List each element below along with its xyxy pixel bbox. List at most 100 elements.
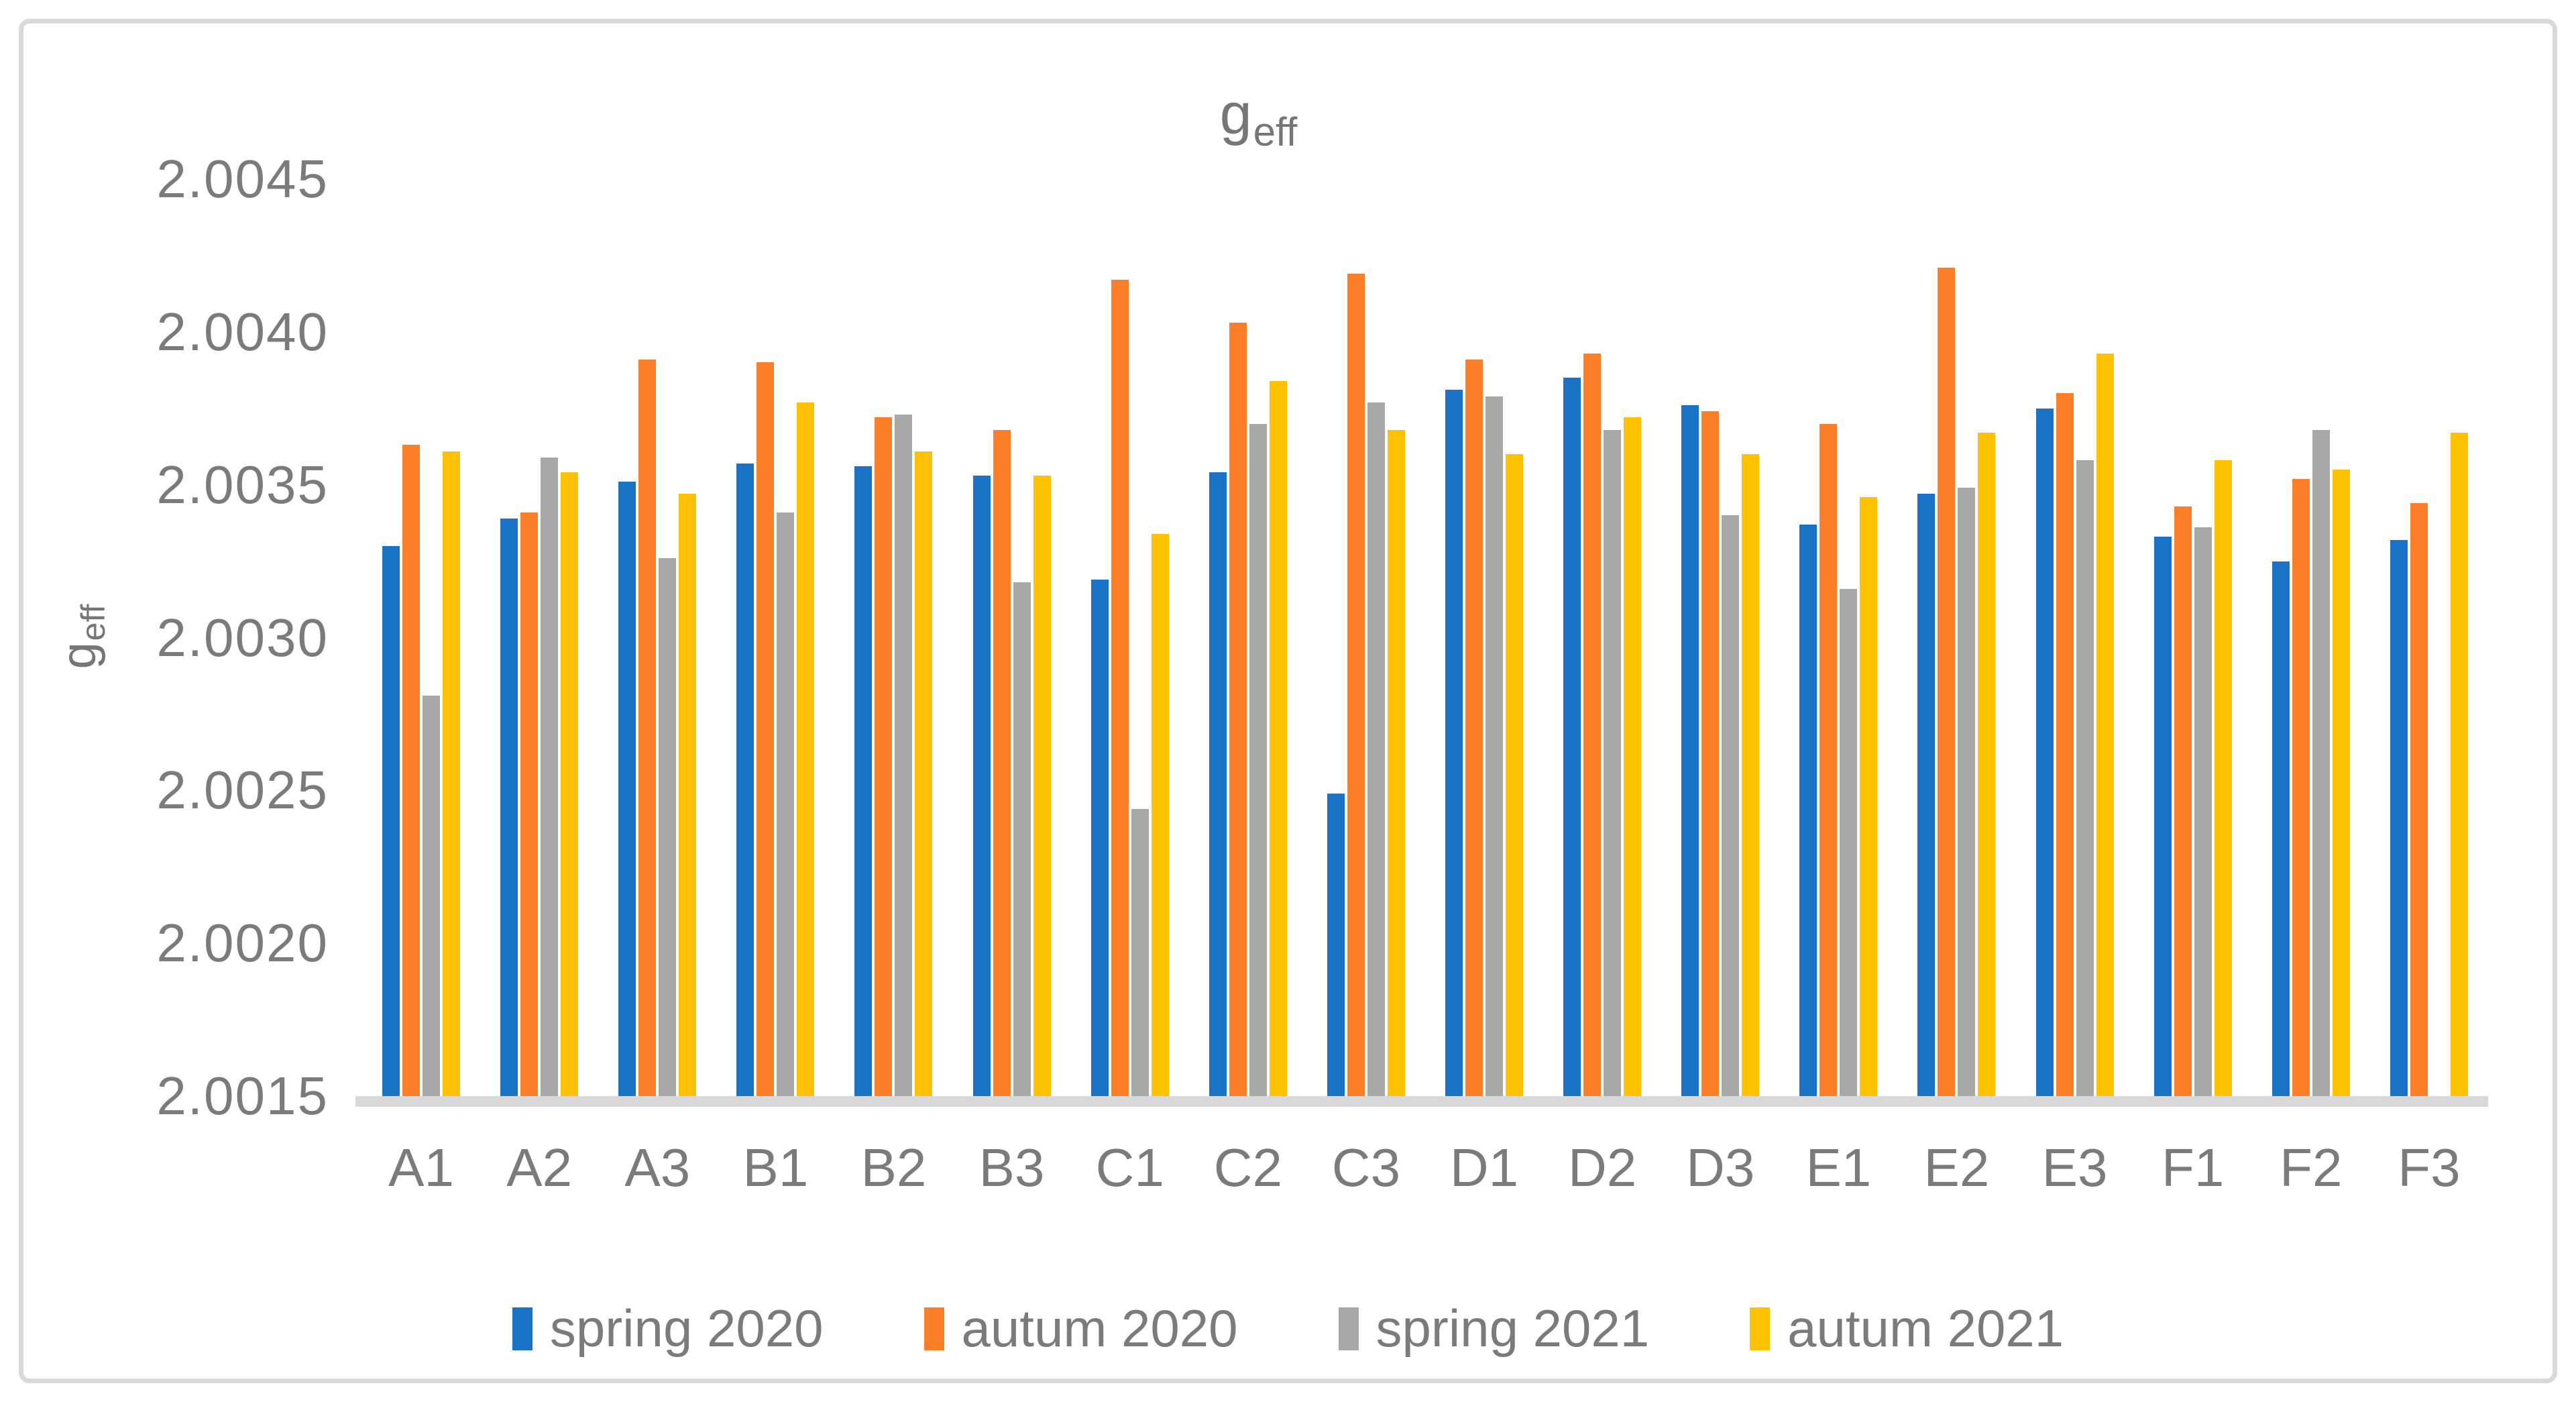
- bar: [1249, 423, 1267, 1096]
- bar: [2390, 539, 2408, 1096]
- bar: [520, 512, 539, 1096]
- chart-title-sub: eff: [1253, 109, 1298, 154]
- bar-group: [2134, 179, 2252, 1096]
- legend-swatch: [1338, 1307, 1359, 1350]
- bar: [1722, 515, 1740, 1096]
- bar: [777, 512, 795, 1096]
- bar: [1151, 533, 1169, 1096]
- bar: [972, 476, 991, 1096]
- bar: [1269, 380, 1287, 1096]
- y-tick-label: 2.0040: [156, 301, 329, 362]
- bar: [1229, 323, 1247, 1096]
- bar: [1486, 396, 1504, 1096]
- x-axis-label: D3: [1686, 1138, 1755, 1197]
- bar: [1033, 476, 1051, 1096]
- bar-group: [834, 179, 952, 1096]
- x-axis-label: A3: [624, 1138, 691, 1197]
- bar-group: [716, 179, 834, 1096]
- bar: [2096, 353, 2114, 1096]
- bar: [1367, 402, 1385, 1096]
- x-axis-label: F2: [2280, 1138, 2343, 1197]
- bar: [561, 472, 579, 1096]
- bar: [1327, 793, 1345, 1096]
- bar: [2076, 460, 2094, 1096]
- bar: [2035, 408, 2054, 1096]
- bar-group: [1897, 179, 2015, 1096]
- bar: [757, 362, 775, 1096]
- legend-label: spring 2021: [1376, 1299, 1650, 1358]
- legend-item: spring 2021: [1338, 1298, 1650, 1359]
- y-tick-label: 2.0035: [156, 454, 329, 515]
- bar-group: [1543, 179, 1661, 1096]
- bar-group: [1779, 179, 1897, 1096]
- x-axis-label: F1: [2162, 1138, 2225, 1197]
- bar: [1917, 494, 1936, 1096]
- bar: [1681, 405, 1699, 1096]
- bar: [2410, 503, 2428, 1096]
- bar: [1938, 268, 1956, 1096]
- y-axis-title: geff: [52, 604, 112, 669]
- bar-group: [1661, 179, 1779, 1096]
- x-axis-label: E1: [1805, 1138, 1872, 1197]
- bar: [736, 463, 754, 1096]
- bar: [1840, 588, 1858, 1096]
- bar: [1347, 274, 1365, 1096]
- bar: [1604, 429, 1622, 1096]
- bar-group: [2252, 179, 2370, 1096]
- legend-item: autum 2021: [1750, 1298, 2064, 1359]
- legend-label: spring 2020: [549, 1299, 824, 1358]
- bar: [1111, 280, 1129, 1096]
- legend-label: autum 2021: [1787, 1299, 2064, 1358]
- bar: [679, 494, 697, 1096]
- bar: [875, 417, 893, 1096]
- bar: [1387, 429, 1405, 1096]
- legend-label: autum 2020: [961, 1299, 1238, 1358]
- bar-group: [598, 179, 716, 1096]
- y-tick-label: 2.0030: [156, 607, 329, 667]
- bar: [1860, 496, 1878, 1096]
- x-axis-label: A1: [388, 1138, 454, 1197]
- bar: [1090, 579, 1109, 1096]
- bar-group: [362, 179, 480, 1096]
- plot-area: [355, 179, 2488, 1107]
- bar: [1583, 353, 1602, 1096]
- y-tick-label: 2.0020: [156, 913, 329, 973]
- y-axis-title-base: g: [52, 642, 106, 669]
- bar: [915, 451, 933, 1096]
- x-axis-label: B2: [860, 1138, 927, 1197]
- bar: [1624, 417, 1642, 1096]
- bar: [443, 451, 461, 1096]
- chart-title-base: g: [1219, 82, 1252, 146]
- bar: [2332, 469, 2350, 1096]
- chart-title: geff: [0, 80, 2546, 154]
- bar: [1506, 454, 1524, 1096]
- bar: [797, 402, 815, 1096]
- x-axis-label: A2: [506, 1138, 573, 1197]
- y-tick-label: 2.0045: [156, 149, 329, 209]
- legend-swatch: [512, 1307, 533, 1350]
- bar: [1209, 472, 1227, 1096]
- x-axis-label: C3: [1331, 1138, 1401, 1197]
- x-axis-label: E3: [2041, 1138, 2108, 1197]
- x-axis-label: E2: [1923, 1138, 1990, 1197]
- bar: [1445, 390, 1463, 1096]
- bar: [638, 359, 657, 1096]
- y-axis-tick-labels: 2.0015 2.0020 2.0025 2.0030 2.0035 2.0040 2.00…: [101, 152, 329, 1123]
- x-axis-label: B3: [978, 1138, 1045, 1197]
- bar: [1799, 524, 1817, 1096]
- plot-groups: [362, 179, 2488, 1096]
- bar: [2194, 527, 2212, 1096]
- bar: [1563, 378, 1581, 1096]
- bar: [1978, 433, 1996, 1096]
- bar: [895, 414, 913, 1096]
- bar-group: [1425, 179, 1543, 1096]
- bar: [2272, 561, 2290, 1096]
- bar: [1013, 582, 1031, 1096]
- x-axis-label: D1: [1449, 1138, 1519, 1197]
- x-axis-label: B1: [742, 1138, 809, 1197]
- bar-group: [953, 179, 1071, 1096]
- legend-item: spring 2020: [512, 1298, 824, 1359]
- x-axis-label: D2: [1568, 1138, 1637, 1197]
- x-axis-label: F3: [2398, 1138, 2461, 1197]
